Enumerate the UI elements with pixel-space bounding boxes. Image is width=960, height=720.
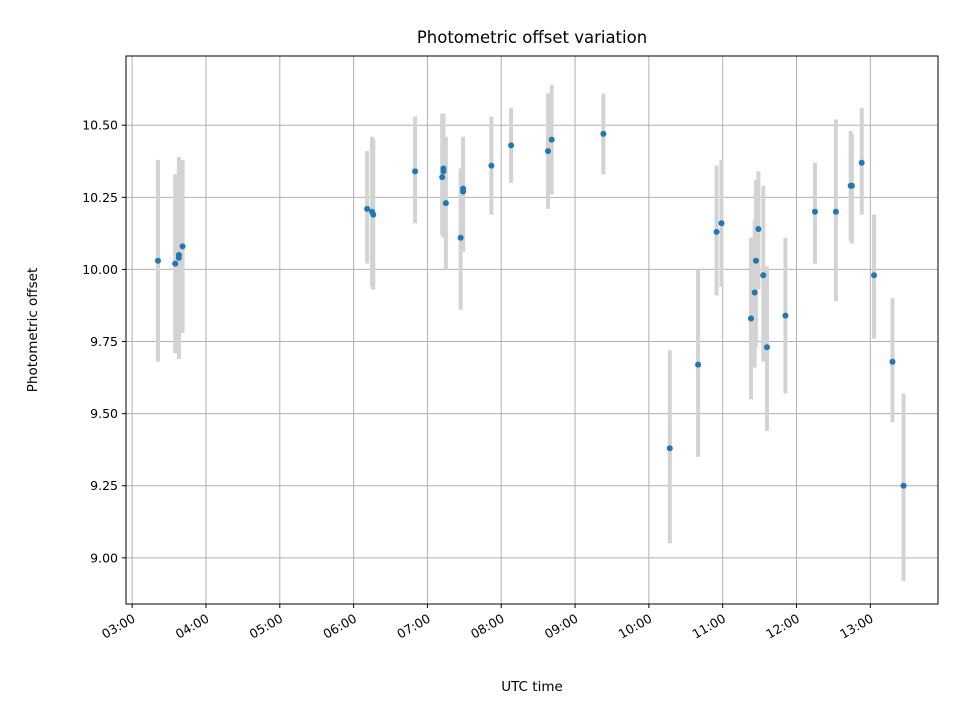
y-axis-ticks: 9.00 9.25 9.50 9.75 10.00 10.25 10.50: [82, 118, 126, 565]
y-tick-label: 9.00: [90, 550, 118, 565]
data-point: [832, 208, 839, 215]
data-point: [364, 205, 371, 212]
data-point: [755, 226, 762, 233]
data-point: [370, 211, 377, 218]
data-point: [600, 130, 607, 137]
data-point: [900, 482, 907, 489]
data-point: [442, 200, 449, 207]
data-point: [695, 361, 702, 368]
data-point: [179, 243, 186, 250]
data-point: [811, 208, 818, 215]
chart-title: Photometric offset variation: [417, 28, 647, 47]
data-point: [848, 182, 855, 189]
data-point: [763, 344, 770, 351]
data-point: [858, 159, 865, 166]
y-tick-label: 9.75: [90, 334, 118, 349]
y-tick-label: 10.25: [82, 190, 118, 205]
data-point: [508, 142, 515, 149]
data-point: [718, 220, 725, 227]
data-point: [751, 289, 758, 296]
grid-lines: [126, 56, 938, 604]
plot-frame: [125, 55, 939, 605]
data-point: [175, 252, 182, 259]
y-tick-label: 10.00: [82, 262, 118, 277]
data-point: [548, 136, 555, 143]
y-axis-label: Photometric offset: [25, 268, 41, 392]
data-point: [871, 272, 878, 279]
data-point: [457, 234, 464, 241]
data-point: [544, 148, 551, 155]
data-point: [154, 257, 161, 264]
data-point: [412, 168, 419, 175]
data-point: [782, 312, 789, 319]
data-point: [440, 168, 447, 175]
data-point: [666, 445, 673, 452]
data-point: [889, 358, 896, 365]
y-tick-label: 9.25: [90, 478, 118, 493]
data-point: [713, 228, 720, 235]
y-tick-label: 10.50: [82, 118, 118, 133]
data-point: [439, 174, 446, 181]
x-axis-label: UTC time: [501, 679, 563, 695]
data-point: [488, 162, 495, 169]
y-tick-label: 9.50: [90, 406, 118, 421]
data-point: [752, 257, 759, 264]
data-point: [747, 315, 754, 322]
data-point: [760, 272, 767, 279]
data-point: [172, 260, 179, 267]
data-point: [460, 188, 467, 195]
data-points: [154, 130, 907, 489]
